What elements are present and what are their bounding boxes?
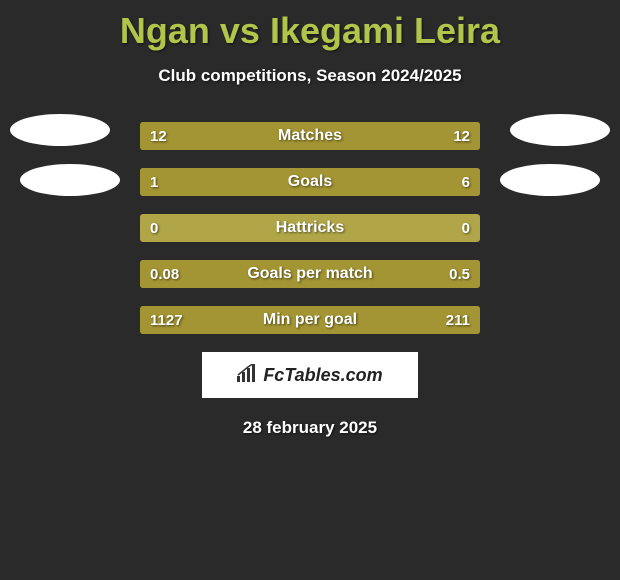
player-left-photo-placeholder bbox=[10, 114, 110, 146]
stat-row: Goals1 6 bbox=[140, 168, 480, 196]
stat-label: Matches bbox=[140, 122, 480, 150]
fctables-logo: FcTables.com bbox=[202, 352, 418, 398]
stats-area: Matches12 12 Goals1 6 Hattricks0 0 Goals per m… bbox=[0, 122, 620, 334]
stat-right-value: 12 bbox=[443, 122, 480, 150]
player-right-photo-placeholder bbox=[510, 114, 610, 146]
fctables-logo-text: FcTables.com bbox=[263, 365, 382, 386]
stat-label: Goals per match bbox=[140, 260, 480, 288]
bar-chart-icon bbox=[237, 364, 259, 387]
stat-right-value: 0 bbox=[452, 214, 480, 242]
date-line: 28 february 2025 bbox=[0, 418, 620, 438]
stat-left-value: 0.08 bbox=[140, 260, 189, 288]
stat-row: Hattricks0 0 bbox=[140, 214, 480, 242]
stat-row: Min per goal1127211 bbox=[140, 306, 480, 334]
stat-left-value: 1 bbox=[140, 168, 168, 196]
page-title: Ngan vs Ikegami Leira bbox=[0, 0, 620, 52]
stat-right-value: 6 bbox=[452, 168, 480, 196]
stat-row: Matches12 12 bbox=[140, 122, 480, 150]
stat-label: Goals bbox=[140, 168, 480, 196]
stat-label: Hattricks bbox=[140, 214, 480, 242]
stat-left-value: 12 bbox=[140, 122, 177, 150]
subtitle: Club competitions, Season 2024/2025 bbox=[0, 66, 620, 86]
stat-left-value: 0 bbox=[140, 214, 168, 242]
team-left-logo-placeholder bbox=[20, 164, 120, 196]
stat-right-value: 211 bbox=[436, 306, 480, 334]
comparison-bars: Matches12 12 Goals1 6 Hattricks0 0 Goals per m… bbox=[140, 122, 480, 334]
stat-row: Goals per match0.08 0.5 bbox=[140, 260, 480, 288]
stat-left-value: 1127 bbox=[140, 306, 193, 334]
stat-right-value: 0.5 bbox=[439, 260, 480, 288]
team-right-logo-placeholder bbox=[500, 164, 600, 196]
